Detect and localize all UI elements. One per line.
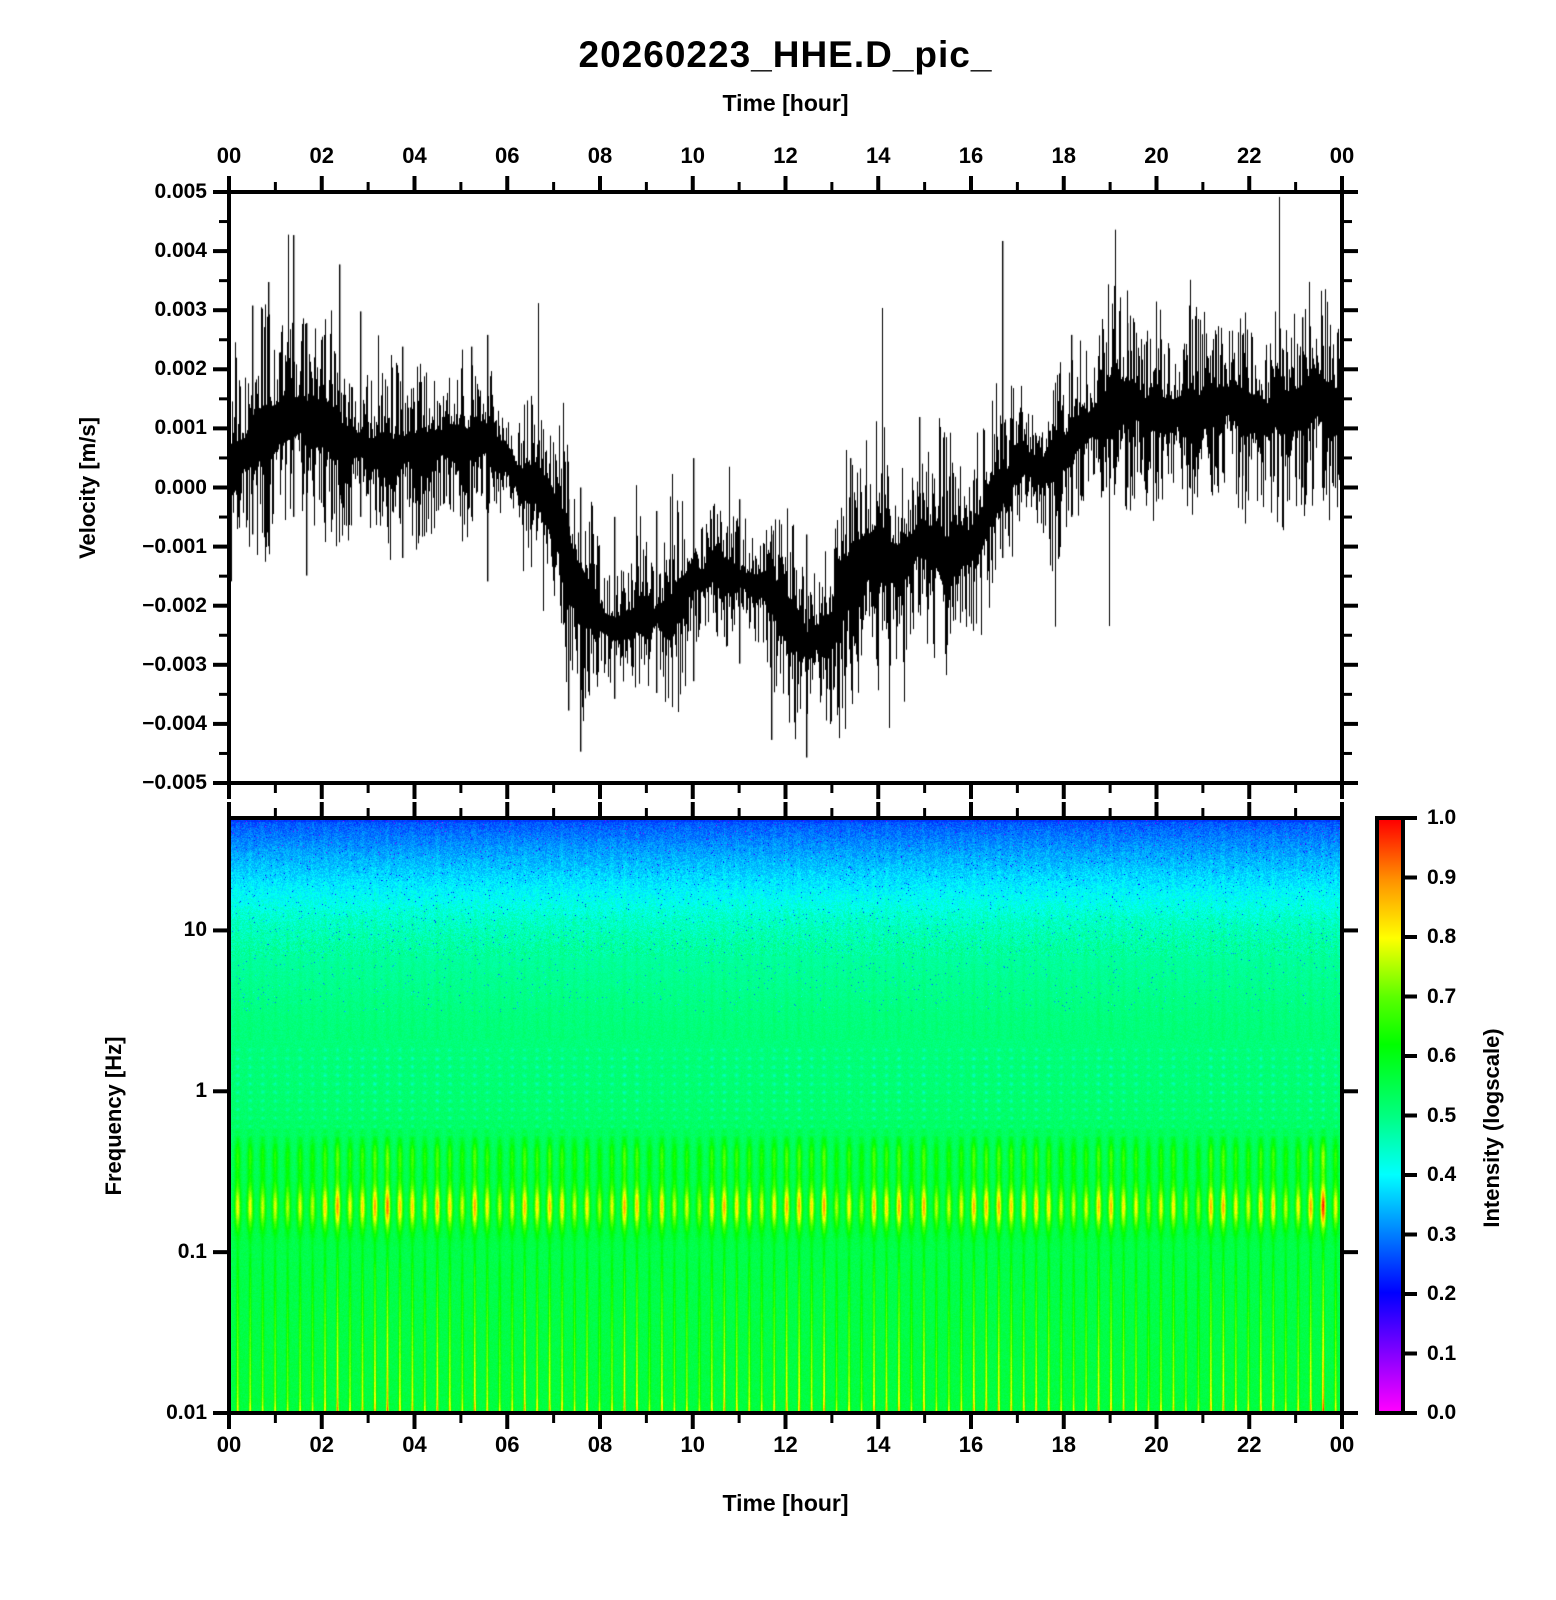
colorbar-tick-label: 0.9 [1427,865,1457,889]
frequency-axis-title: Frequency [Hz] [101,1036,126,1196]
velocity-tick-label: −0.003 [142,652,207,676]
time-tick-label-top: 06 [495,143,520,168]
time-tick-label-top: 14 [866,143,891,168]
chart-title: 20260223_HHE.D_pic_ [578,34,993,75]
bottom-x-axis-title: Time [hour] [722,1490,849,1516]
time-tick-label-bottom: 00 [1329,1432,1355,1457]
colorbar-tick-label: 0.0 [1427,1401,1457,1424]
colorbar-tick-label: 0.4 [1427,1163,1457,1186]
colorbar-tick-label: 0.8 [1427,925,1457,948]
time-tick-label-bottom: 20 [1144,1432,1169,1457]
time-tick-label-top: 00 [216,143,242,168]
colorbar-tick-label: 0.3 [1427,1222,1457,1246]
time-tick-label-top: 20 [1144,143,1169,168]
time-tick-label-top: 12 [773,143,798,168]
colorbar-tick-label: 1.0 [1427,806,1457,829]
time-tick-label-top: 02 [309,143,334,168]
time-tick-label-top: 22 [1237,143,1262,168]
velocity-tick-label: −0.005 [142,771,207,794]
spectrogram-canvas [231,820,1340,1411]
velocity-tick-label: 0.002 [154,357,207,381]
time-tick-label-bottom: 14 [866,1432,891,1457]
colorbar-tick-label: 0.7 [1427,984,1457,1008]
time-tick-label-bottom: 06 [495,1432,520,1457]
frequency-tick-label: 10 [183,918,207,942]
velocity-tick-label: 0.000 [154,475,207,499]
seismogram-canvas [231,194,1340,781]
velocity-tick-label: −0.004 [142,711,207,735]
colorbar-title: Intensity (logscale) [1479,1028,1504,1228]
time-tick-label-top: 04 [402,143,427,168]
velocity-tick-label: 0.001 [154,416,207,440]
time-tick-label-top: 18 [1051,143,1076,168]
time-tick-label-bottom: 22 [1237,1432,1262,1457]
colorbar-gradient [1379,820,1401,1411]
time-tick-label-bottom: 16 [958,1432,984,1457]
velocity-tick-label: 0.005 [154,180,207,203]
time-tick-label-bottom: 08 [587,1432,613,1457]
velocity-tick-label: 0.003 [154,298,207,322]
time-tick-label-top: 00 [1329,143,1355,168]
colorbar-tick-label: 0.5 [1427,1103,1457,1127]
velocity-tick-label: −0.002 [142,593,207,617]
frequency-tick-label: 0.01 [166,1401,207,1424]
time-tick-label-bottom: 18 [1051,1432,1076,1457]
time-tick-label-bottom: 02 [309,1432,334,1457]
time-tick-label-bottom: 04 [402,1432,427,1457]
colorbar-tick-label: 0.6 [1427,1044,1457,1067]
frequency-tick-label: 0.1 [177,1240,207,1264]
time-tick-label-bottom: 00 [216,1432,242,1457]
colorbar-tick-label: 0.1 [1427,1341,1457,1365]
velocity-tick-label: −0.001 [142,534,207,558]
time-tick-label-top: 08 [587,143,613,168]
time-tick-label-top: 16 [958,143,984,168]
time-tick-label-bottom: 12 [773,1432,798,1457]
colorbar-tick-label: 0.2 [1427,1282,1457,1305]
frequency-tick-label: 1 [195,1079,207,1103]
velocity-axis-title: Velocity [m/s] [75,417,100,559]
velocity-tick-label: 0.004 [154,239,207,263]
top-x-axis-title: Time [hour] [722,90,849,116]
time-tick-label-bottom: 10 [680,1432,705,1457]
time-tick-label-top: 10 [680,143,705,168]
